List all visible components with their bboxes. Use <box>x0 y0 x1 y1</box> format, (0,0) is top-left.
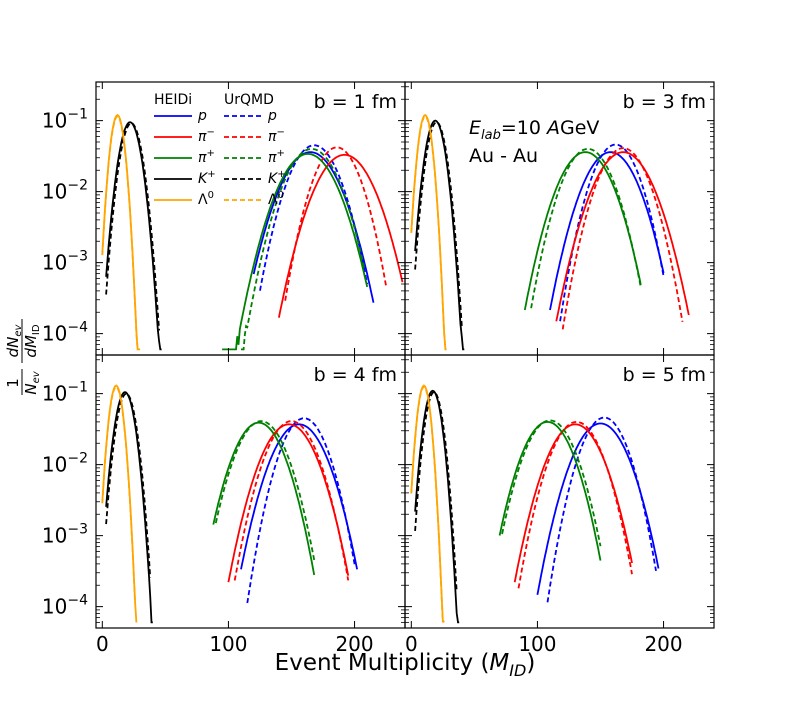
panel-4: 0 100 200 b = 5 fm <box>404 354 715 656</box>
svg-text:Nev: Nev <box>22 370 42 394</box>
series-p-urqmd <box>559 143 665 322</box>
beam-energy-label: Elab=10 AGeV <box>469 117 599 143</box>
legend-header-urqmd: UrQMD <box>224 92 274 108</box>
series-p-urqmd <box>546 416 657 603</box>
series-p-heidi <box>536 422 660 595</box>
series-0-urqmd <box>101 115 139 350</box>
series--heidi <box>278 153 404 318</box>
series--urqmd <box>501 419 602 547</box>
plot-area: 10−1 10−2 10−3 10−4 b = 1 fm b = 3 fm Elab=10 … <box>42 81 715 656</box>
series-p-urqmd <box>259 144 369 291</box>
legend-label: π− <box>198 127 215 145</box>
series--urqmd <box>233 420 350 581</box>
panel-curves <box>101 113 404 351</box>
legend-label: p <box>267 108 277 124</box>
series-K-urqmd <box>414 391 458 592</box>
series--urqmd <box>284 146 387 301</box>
legend-label: Λ0 <box>268 190 284 208</box>
series-K-urqmd <box>105 392 152 578</box>
panel-label: b = 5 fm <box>623 364 706 386</box>
y-tick-label: 10−4 <box>42 320 88 346</box>
series-p-heidi <box>240 423 358 570</box>
collision-system-label: Au - Au <box>469 145 538 167</box>
series--heidi <box>555 151 690 322</box>
panel-frame <box>404 354 715 629</box>
panel-label: b = 3 fm <box>623 91 706 113</box>
legend-label: p <box>197 108 207 124</box>
svg-text:dNev: dNev <box>4 324 24 358</box>
series-K-urqmd <box>105 122 160 331</box>
series--heidi <box>498 420 602 561</box>
series--heidi <box>212 421 316 576</box>
series--urqmd <box>530 147 642 309</box>
series--heidi <box>513 423 633 583</box>
series-K-urqmd <box>414 121 463 327</box>
legend-label: π+ <box>268 148 285 166</box>
legend-label: π− <box>268 127 285 145</box>
y-tick-label: 10−2 <box>42 451 88 477</box>
x-tick-label: 200 <box>335 632 373 656</box>
panel-3: 10−1 10−2 10−3 10−4 0 100 200 b = 4 fm <box>42 354 406 656</box>
x-tick-label: 100 <box>209 632 247 656</box>
x-axis-label: Event Multiplicity (MID) <box>275 650 536 680</box>
x-tick-label: 0 <box>96 632 109 656</box>
x-tick-label: 0 <box>405 632 418 656</box>
panel-curves <box>410 384 660 624</box>
svg-text:dMID: dMID <box>22 324 42 357</box>
panel-label: b = 1 fm <box>314 91 397 113</box>
panel-1: 10−1 10−2 10−3 10−4 b = 1 fm <box>42 81 406 356</box>
y-tick-label: 10−2 <box>42 178 88 204</box>
series--urqmd <box>517 420 633 589</box>
series-p-heidi <box>549 151 665 311</box>
legend-label: K+ <box>268 169 286 187</box>
series--heidi <box>227 423 350 583</box>
series-K-heidi <box>105 121 162 351</box>
series--urqmd <box>241 147 366 351</box>
y-tick-label: 10−3 <box>42 522 88 548</box>
y-tick-label: 10−3 <box>42 249 88 275</box>
y-tick-label: 10−4 <box>42 593 88 619</box>
panel-label: b = 4 fm <box>314 364 397 386</box>
legend-label: K+ <box>198 169 216 187</box>
legend-label: Λ0 <box>198 190 214 208</box>
x-tick-label: 100 <box>518 632 556 656</box>
series-0-urqmd <box>101 385 136 604</box>
series--urqmd <box>561 147 684 330</box>
x-tick-label: 200 <box>644 632 682 656</box>
series-0-urqmd <box>410 385 444 623</box>
series--urqmd <box>214 420 316 561</box>
panel-curves <box>410 113 690 351</box>
y-tick-label: 10−1 <box>42 107 88 133</box>
legend-label: π+ <box>198 148 215 166</box>
series-0-urqmd <box>410 115 447 350</box>
series-p-urqmd <box>246 417 356 604</box>
series--heidi <box>523 151 642 311</box>
y-tick-label: 10−1 <box>42 380 88 406</box>
legend-header-heidi: HEIDi <box>154 92 192 108</box>
svg-text:1: 1 <box>4 378 22 388</box>
panel-curves <box>101 384 358 624</box>
